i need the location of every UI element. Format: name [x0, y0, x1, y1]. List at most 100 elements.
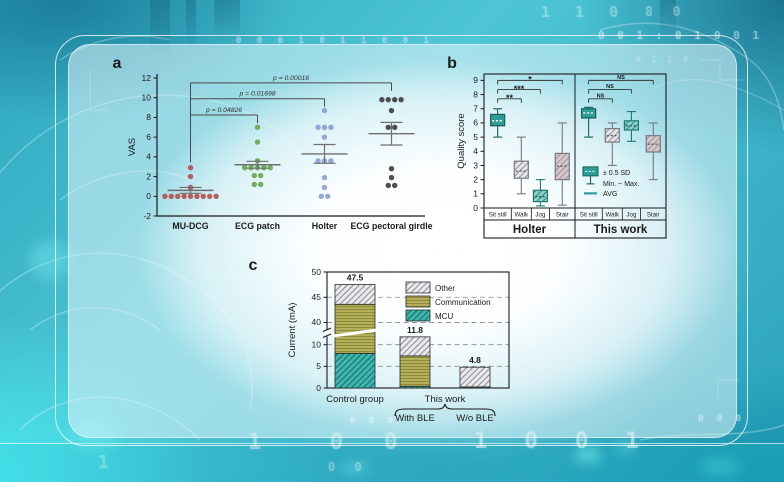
panel-c-current-barchart: c 0 5 10 40 45 50 Current (mA) 47.5 11.8 4.8 Other C…: [243, 252, 533, 447]
data-point: [392, 124, 398, 130]
y-tick-label: 3: [473, 160, 478, 170]
scatter-series-3: [301, 107, 348, 199]
segment-Communication: [334, 303, 376, 354]
y-tick-label: 8: [146, 112, 151, 122]
activity-label: Walk: [515, 212, 529, 219]
y-tick-label: 6: [473, 118, 478, 128]
binary-digits: 0 0: [328, 460, 368, 474]
data-point: [242, 165, 248, 171]
bottom-teal-band: [0, 444, 784, 482]
data-point: [168, 193, 174, 199]
x-label-this-work: This work: [425, 394, 466, 405]
data-point: [162, 193, 168, 199]
data-point: [254, 139, 261, 145]
activity-label: Jog: [535, 212, 546, 219]
data-point: [251, 181, 257, 188]
data-point: [254, 124, 261, 130]
y-tick-label: 1: [473, 189, 478, 199]
significance-label: *: [528, 75, 532, 85]
segment-Other: [459, 366, 491, 388]
legend-label: Communication: [435, 298, 491, 307]
box-Holter-Sit-still: [490, 108, 506, 138]
data-point: [258, 172, 264, 179]
y-tick-label: 10: [312, 339, 322, 349]
legend-label: Other: [435, 284, 455, 293]
segment-Other: [334, 284, 376, 305]
x-label-control-group: Control group: [326, 394, 384, 405]
significance-label: ***: [514, 84, 525, 94]
bar-Control-group: [332, 284, 378, 389]
group-label: Holter: [513, 224, 547, 236]
data-point: [315, 158, 321, 164]
y-tick-label: 0: [146, 191, 151, 201]
legend-swatch-Communication: [405, 295, 431, 308]
data-point: [328, 158, 334, 164]
data-point: [187, 173, 194, 180]
y-axis-title: Current (mA): [287, 303, 298, 358]
data-point: [392, 96, 398, 103]
significance-label: **: [506, 93, 514, 103]
box-This-work-Sit-still: [581, 106, 597, 138]
glow-dot: [700, 460, 740, 474]
legend-label: MCU: [435, 312, 453, 321]
x-label-with-ble: With BLE: [395, 413, 435, 424]
data-point: [385, 124, 391, 130]
p-value-label: p = 0.04826: [205, 107, 242, 114]
box-This-work-Stair: [645, 122, 661, 181]
bar-total-label: 47.5: [347, 273, 364, 283]
data-point: [398, 96, 404, 103]
x-category-label: ECG patch: [235, 221, 280, 231]
y-tick-label: 4: [146, 152, 151, 162]
data-point: [187, 165, 194, 171]
y-tick-label: 7: [473, 104, 478, 114]
box-This-work-Jog: [623, 111, 640, 142]
data-point: [388, 107, 395, 114]
box-Holter-Jog: [532, 179, 549, 207]
x-label-wo-ble: W/o BLE: [456, 413, 494, 424]
y-tick-label: 5: [473, 132, 478, 142]
bar-W-o-BLE: [459, 366, 491, 389]
panel-b-quality-boxplot-chart: b 0 1 2 3 4 5 6 7 8 9 Quality score Sit still Walk Jog…: [440, 48, 710, 263]
data-point: [379, 96, 385, 103]
quality-score-boxplot: b 0 1 2 3 4 5 6 7 8 9 Quality score Sit still Walk Jog…: [447, 55, 667, 239]
axis-break-tick: [322, 327, 332, 332]
figure-outer-frame: [55, 35, 748, 446]
panel-a-vas-scatter-chart: a -2 0 2 4 6 8 10 12 VAS MU-DCG ECG patch Holter ECG …: [95, 48, 445, 248]
bar-break-marker: [332, 328, 378, 338]
data-point: [318, 193, 324, 199]
data-point: [251, 172, 257, 179]
data-point: [213, 193, 219, 199]
vas-scatter-plot: a -2 0 2 4 6 8 10 12 VAS MU-DCG ECG patch Holter ECG …: [113, 55, 433, 231]
y-tick-label: 2: [473, 174, 478, 184]
y-tick-label: 9: [473, 75, 478, 85]
y-tick-label: 40: [312, 317, 322, 327]
activity-label: Stair: [556, 212, 569, 219]
glow-dot: [618, 442, 632, 452]
data-point: [187, 193, 194, 199]
y-tick-label: 6: [146, 132, 151, 142]
segment-MCU: [334, 352, 376, 389]
activity-label: Jog: [626, 212, 637, 219]
box-Holter-Stair: [554, 122, 570, 206]
y-axis-title: VAS: [127, 138, 138, 156]
significance-label: NS: [606, 84, 614, 90]
data-point: [267, 165, 273, 171]
legend-minmax-label: Min. ~ Max.: [603, 181, 639, 188]
circuit-line: [0, 443, 784, 444]
data-point: [385, 182, 391, 189]
data-point: [321, 107, 328, 114]
data-point: [385, 96, 391, 103]
significance-label: NS: [617, 75, 625, 81]
y-tick-label: 8: [473, 89, 478, 99]
y-tick-label: 45: [312, 292, 322, 302]
x-category-label: ECG pectoral girdle: [350, 221, 432, 231]
y-tick-label: 4: [473, 146, 478, 156]
current-stacked-bar-chart: c 0 5 10 40 45 50 Current (mA) 47.5 11.8 4.8 Other C…: [249, 257, 510, 424]
activity-label: Walk: [606, 212, 620, 219]
binary-digits: 0 0 0 1 0 1 1 0 0 1: [236, 36, 434, 46]
scatter-series-1: [162, 165, 219, 199]
binary-digits: 1 1 0: [541, 3, 627, 21]
data-point: [321, 184, 328, 191]
segment-Other: [399, 336, 431, 357]
